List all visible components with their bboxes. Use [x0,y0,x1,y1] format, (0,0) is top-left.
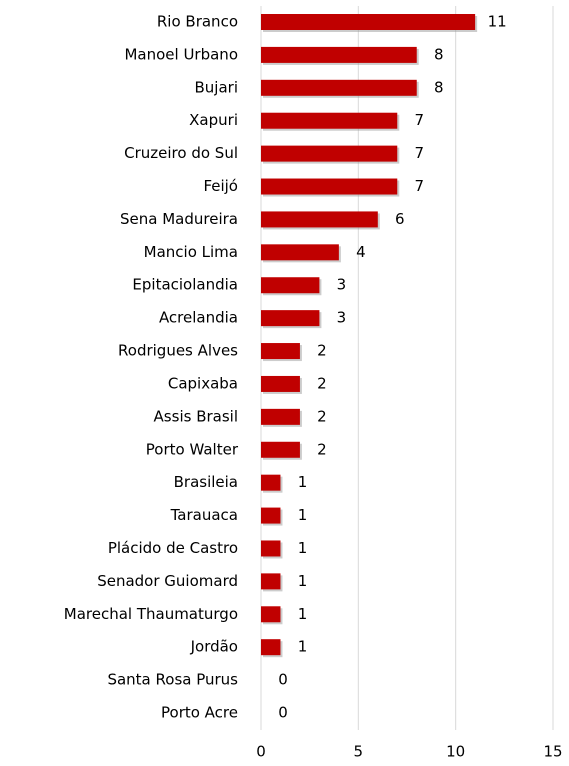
y-tick-label: Jordão [190,638,238,656]
data-label: 3 [337,309,347,327]
bar [261,112,398,129]
bar [261,507,281,524]
data-label: 0 [278,704,288,722]
data-label: 1 [298,539,308,557]
y-tick-label: Epitaciolandia [132,276,238,294]
bar [261,375,300,392]
y-tick-label: Tarauaca [170,506,238,524]
data-label: 2 [317,374,327,392]
bar [261,408,300,425]
bar [261,14,476,30]
data-label: 2 [317,440,327,458]
bar [261,145,398,162]
y-tick-label: Plácido de Castro [108,539,238,557]
y-tick-label: Brasileia [174,473,238,491]
x-tick-label: 15 [543,743,562,761]
y-tick-label: Assis Brasil [154,407,238,425]
y-tick-label: Cruzeiro do Sul [124,144,238,162]
y-tick-label: Sena Madureira [120,210,238,228]
y-tick-label: Mancio Lima [144,243,238,261]
bar [261,606,281,623]
bar [261,277,320,294]
data-label: 7 [414,144,424,162]
y-tick-label: Porto Acre [161,704,238,722]
data-label: 3 [337,276,347,294]
y-tick-label: Porto Walter [146,440,239,458]
data-label: 1 [298,473,308,491]
y-tick-label: Marechal Thaumaturgo [64,605,238,623]
bar [261,343,300,360]
data-label: 7 [414,177,424,195]
data-label: 1 [298,605,308,623]
y-tick-label: Xapuri [189,111,238,129]
y-tick-label: Rodrigues Alves [118,342,238,360]
data-label: 1 [298,506,308,524]
bar [261,573,281,590]
y-tick-label: Senador Guiomard [97,572,238,590]
bar [261,46,417,63]
y-tick-label: Bujari [195,78,239,96]
y-tick-label: Manoel Urbano [124,45,238,63]
x-tick-label: 10 [446,743,465,761]
data-label: 2 [317,407,327,425]
bar [261,441,300,458]
data-label: 1 [298,572,308,590]
y-tick-label: Santa Rosa Purus [107,671,238,689]
bar [261,310,320,327]
bar [261,474,281,491]
bar [261,639,281,656]
bar [261,211,378,228]
bar [261,178,398,195]
data-label: 6 [395,210,405,228]
data-label: 4 [356,243,366,261]
data-label: 11 [488,13,507,31]
y-tick-label: Feijó [203,177,238,195]
data-label: 0 [278,671,288,689]
y-tick-label: Rio Branco [157,13,238,31]
bar [261,244,339,261]
y-tick-label: Acrelandia [159,309,238,327]
bar [261,540,281,557]
data-label: 2 [317,342,327,360]
bar [261,79,417,96]
data-label: 8 [434,78,444,96]
data-label: 8 [434,45,444,63]
data-label: 7 [414,111,424,129]
x-tick-label: 0 [256,743,266,761]
y-tick-label: Capixaba [168,374,238,392]
data-label: 1 [298,638,308,656]
x-tick-label: 5 [354,743,364,761]
